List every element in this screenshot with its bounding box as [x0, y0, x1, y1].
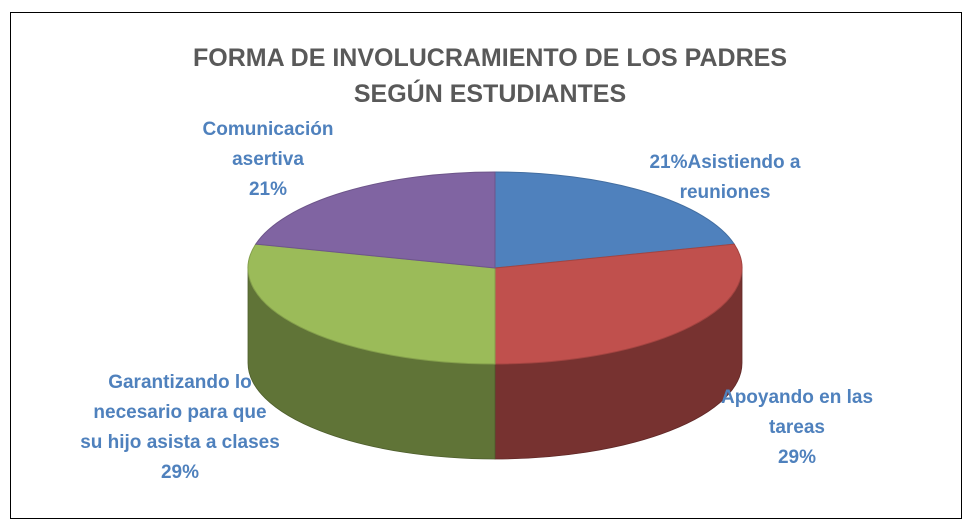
data-label: Apoyando en las tareas 29% [707, 383, 887, 473]
category-label: Garantizando lo necesario para que su hi… [80, 372, 280, 453]
pie-slice [494, 243, 743, 365]
pie-slice [254, 171, 496, 269]
category-label: Apoyando en las tareas [720, 387, 874, 438]
chart-title: FORMA DE INVOLUCRAMIENTO DE LOS PADRES S… [192, 44, 787, 108]
value-label: 21% [649, 152, 688, 173]
category-label: Comunicación asertiva [202, 119, 334, 170]
category-label: Asistiendo a reuniones [679, 152, 801, 203]
data-label: Comunicación asertiva 21% [178, 115, 358, 205]
value-label: 29% [160, 462, 200, 483]
value-label: 21% [248, 179, 288, 200]
value-label: 29% [777, 447, 817, 468]
chart-frame [10, 12, 962, 519]
data-label: 21%Asistiendo a reuniones [630, 148, 820, 208]
pie-slice [247, 243, 496, 365]
data-label: Garantizando lo necesario para que su hi… [80, 368, 280, 488]
pie-slice [494, 171, 736, 269]
